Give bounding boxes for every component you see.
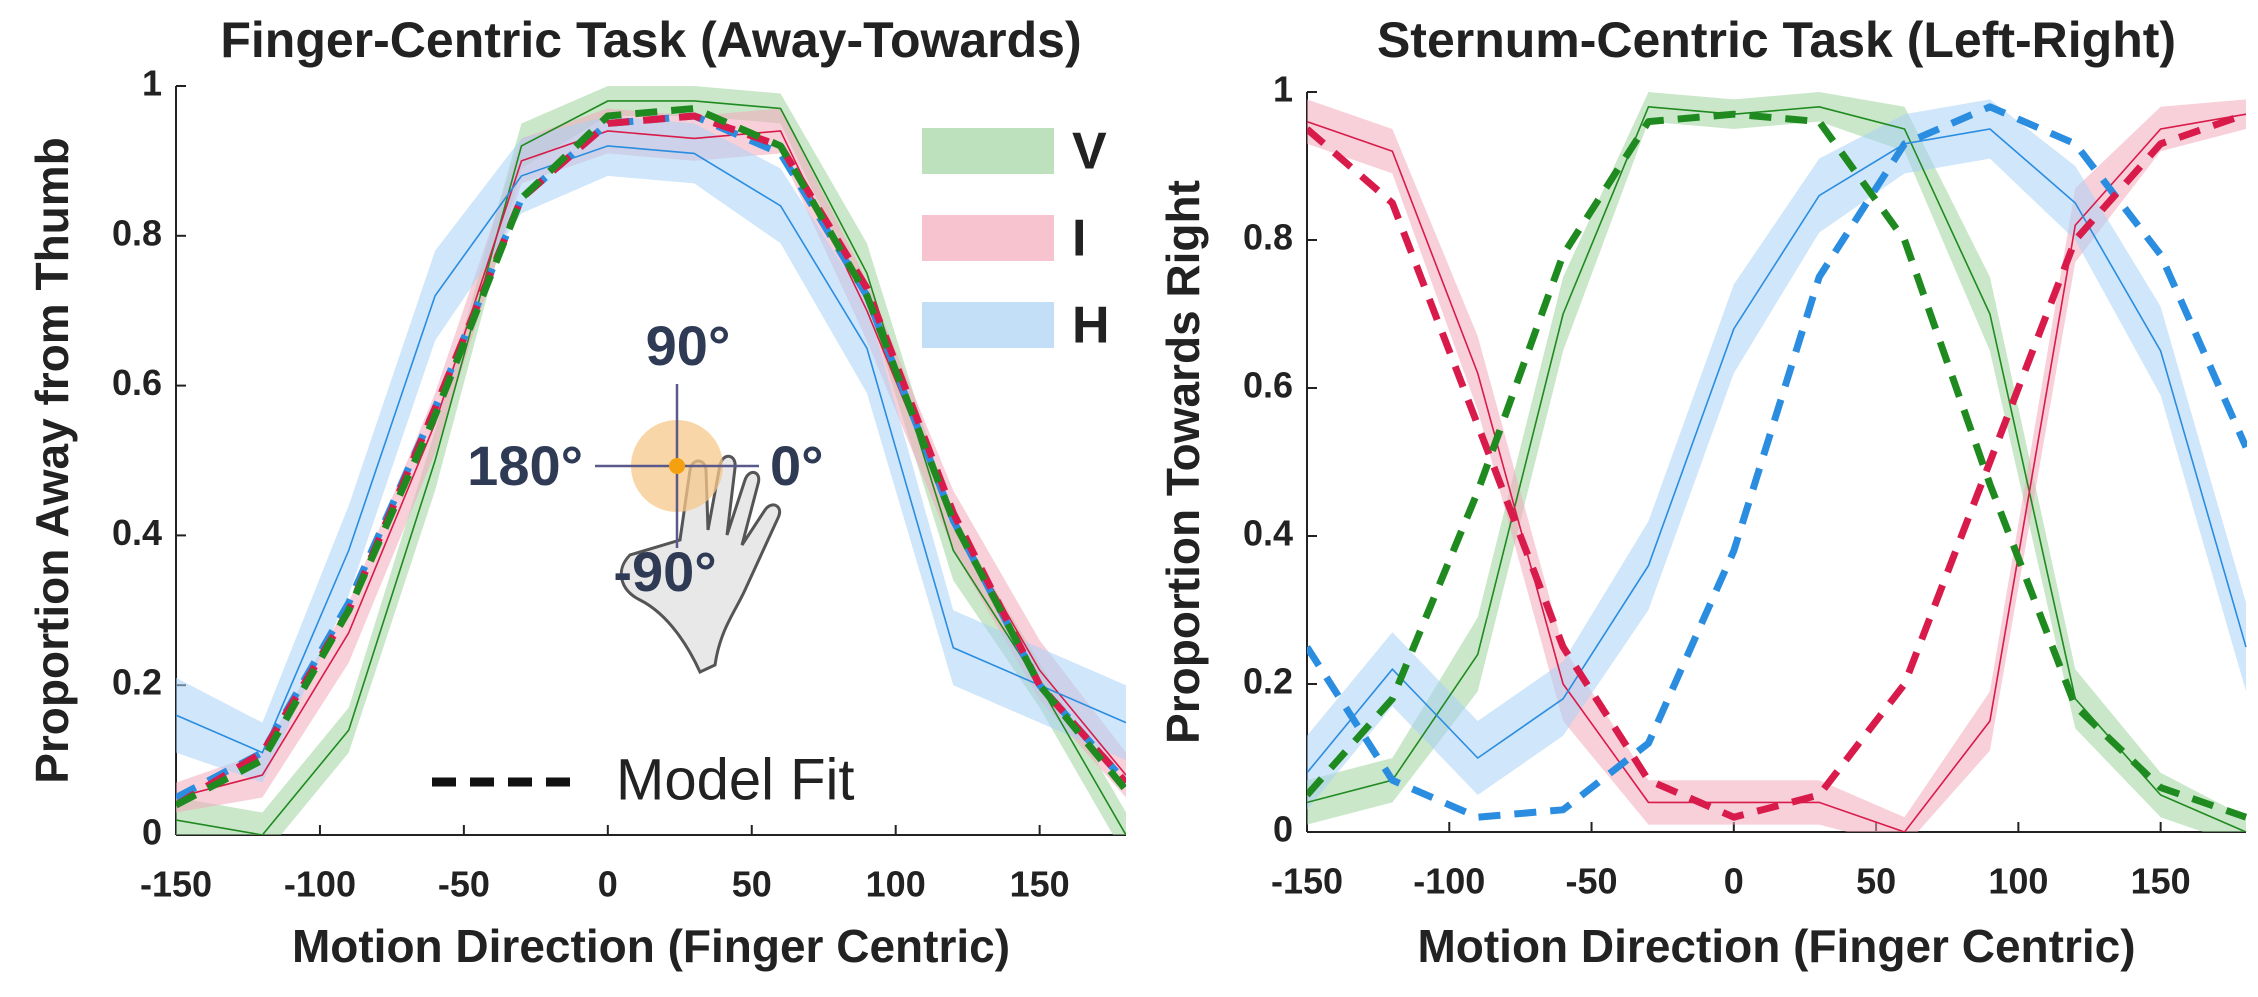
- y-tick-label: 0.6: [112, 362, 162, 403]
- x-tick-label: 150: [1010, 864, 1070, 905]
- x-tick-label: 100: [866, 864, 926, 905]
- chart-title: Finger-Centric Task (Away-Towards): [220, 12, 1081, 68]
- y-tick-label: 0.8: [1243, 217, 1293, 258]
- legend-swatch: [922, 302, 1054, 348]
- y-tick-label: 0.4: [1243, 513, 1293, 554]
- chart-title: Sternum-Centric Task (Left-Right): [1377, 12, 2176, 68]
- direction-label: 90°: [646, 314, 731, 377]
- x-tick-label: -100: [1413, 861, 1485, 902]
- legend-label: I: [1072, 210, 1086, 268]
- x-tick-label: 150: [2131, 861, 2191, 902]
- x-tick-label: -100: [284, 864, 356, 905]
- fit-legend-label: Model Fit: [616, 747, 855, 812]
- error-band: [1307, 99, 2246, 810]
- y-tick-label: 0: [142, 812, 162, 853]
- legend-label: H: [1072, 297, 1110, 355]
- x-tick-label: -50: [438, 864, 490, 905]
- x-tick-label: -150: [1271, 861, 1343, 902]
- y-tick-label: 0: [1273, 809, 1293, 850]
- model-fit-line: [1307, 103, 2247, 821]
- model-fit-line: [1307, 110, 2247, 821]
- x-axis-label: Motion Direction (Finger Centric): [292, 920, 1010, 972]
- y-tick-label: 1: [142, 63, 162, 104]
- data-line: [1307, 105, 2247, 832]
- error-band: [176, 115, 1126, 783]
- data-line: [1307, 113, 2247, 832]
- legend-label: V: [1072, 123, 1107, 181]
- hand-inset: 90° 180° 0° -90°: [467, 314, 824, 674]
- x-tick-label: 100: [1988, 861, 2048, 902]
- y-tick-label: 0.2: [1243, 661, 1293, 702]
- plot-area: [176, 86, 1126, 835]
- error-band: [1307, 92, 2246, 832]
- model-fit-line: [176, 104, 1126, 809]
- y-axis-label: Proportion Away from Thumb: [26, 137, 78, 784]
- legend-swatch: [922, 215, 1054, 261]
- x-tick-label: 0: [1724, 861, 1744, 902]
- origin-dot: [669, 458, 685, 474]
- x-axis-label: Motion Direction (Finger Centric): [1417, 920, 2135, 972]
- model-fit-line: [1307, 110, 2247, 821]
- y-tick-label: 0.4: [112, 512, 162, 553]
- y-tick-label: 0.2: [112, 662, 162, 703]
- y-axis-label: Proportion Towards Right: [1157, 180, 1209, 744]
- legend-swatch: [922, 128, 1054, 174]
- direction-label: 0°: [770, 434, 824, 497]
- x-tick-label: -50: [1566, 861, 1618, 902]
- data-line: [176, 145, 1126, 754]
- y-tick-label: 0.6: [1243, 365, 1293, 406]
- plot-area: [1307, 92, 2247, 832]
- x-tick-label: -150: [140, 864, 212, 905]
- y-tick-label: 0.8: [112, 212, 162, 253]
- x-tick-label: 50: [732, 864, 772, 905]
- direction-label: -90°: [613, 540, 716, 603]
- x-tick-label: 0: [598, 864, 618, 905]
- y-tick-label: 1: [1273, 69, 1293, 110]
- data-line: [176, 100, 1126, 835]
- x-tick-label: 50: [1856, 861, 1896, 902]
- direction-label: 180°: [467, 434, 583, 497]
